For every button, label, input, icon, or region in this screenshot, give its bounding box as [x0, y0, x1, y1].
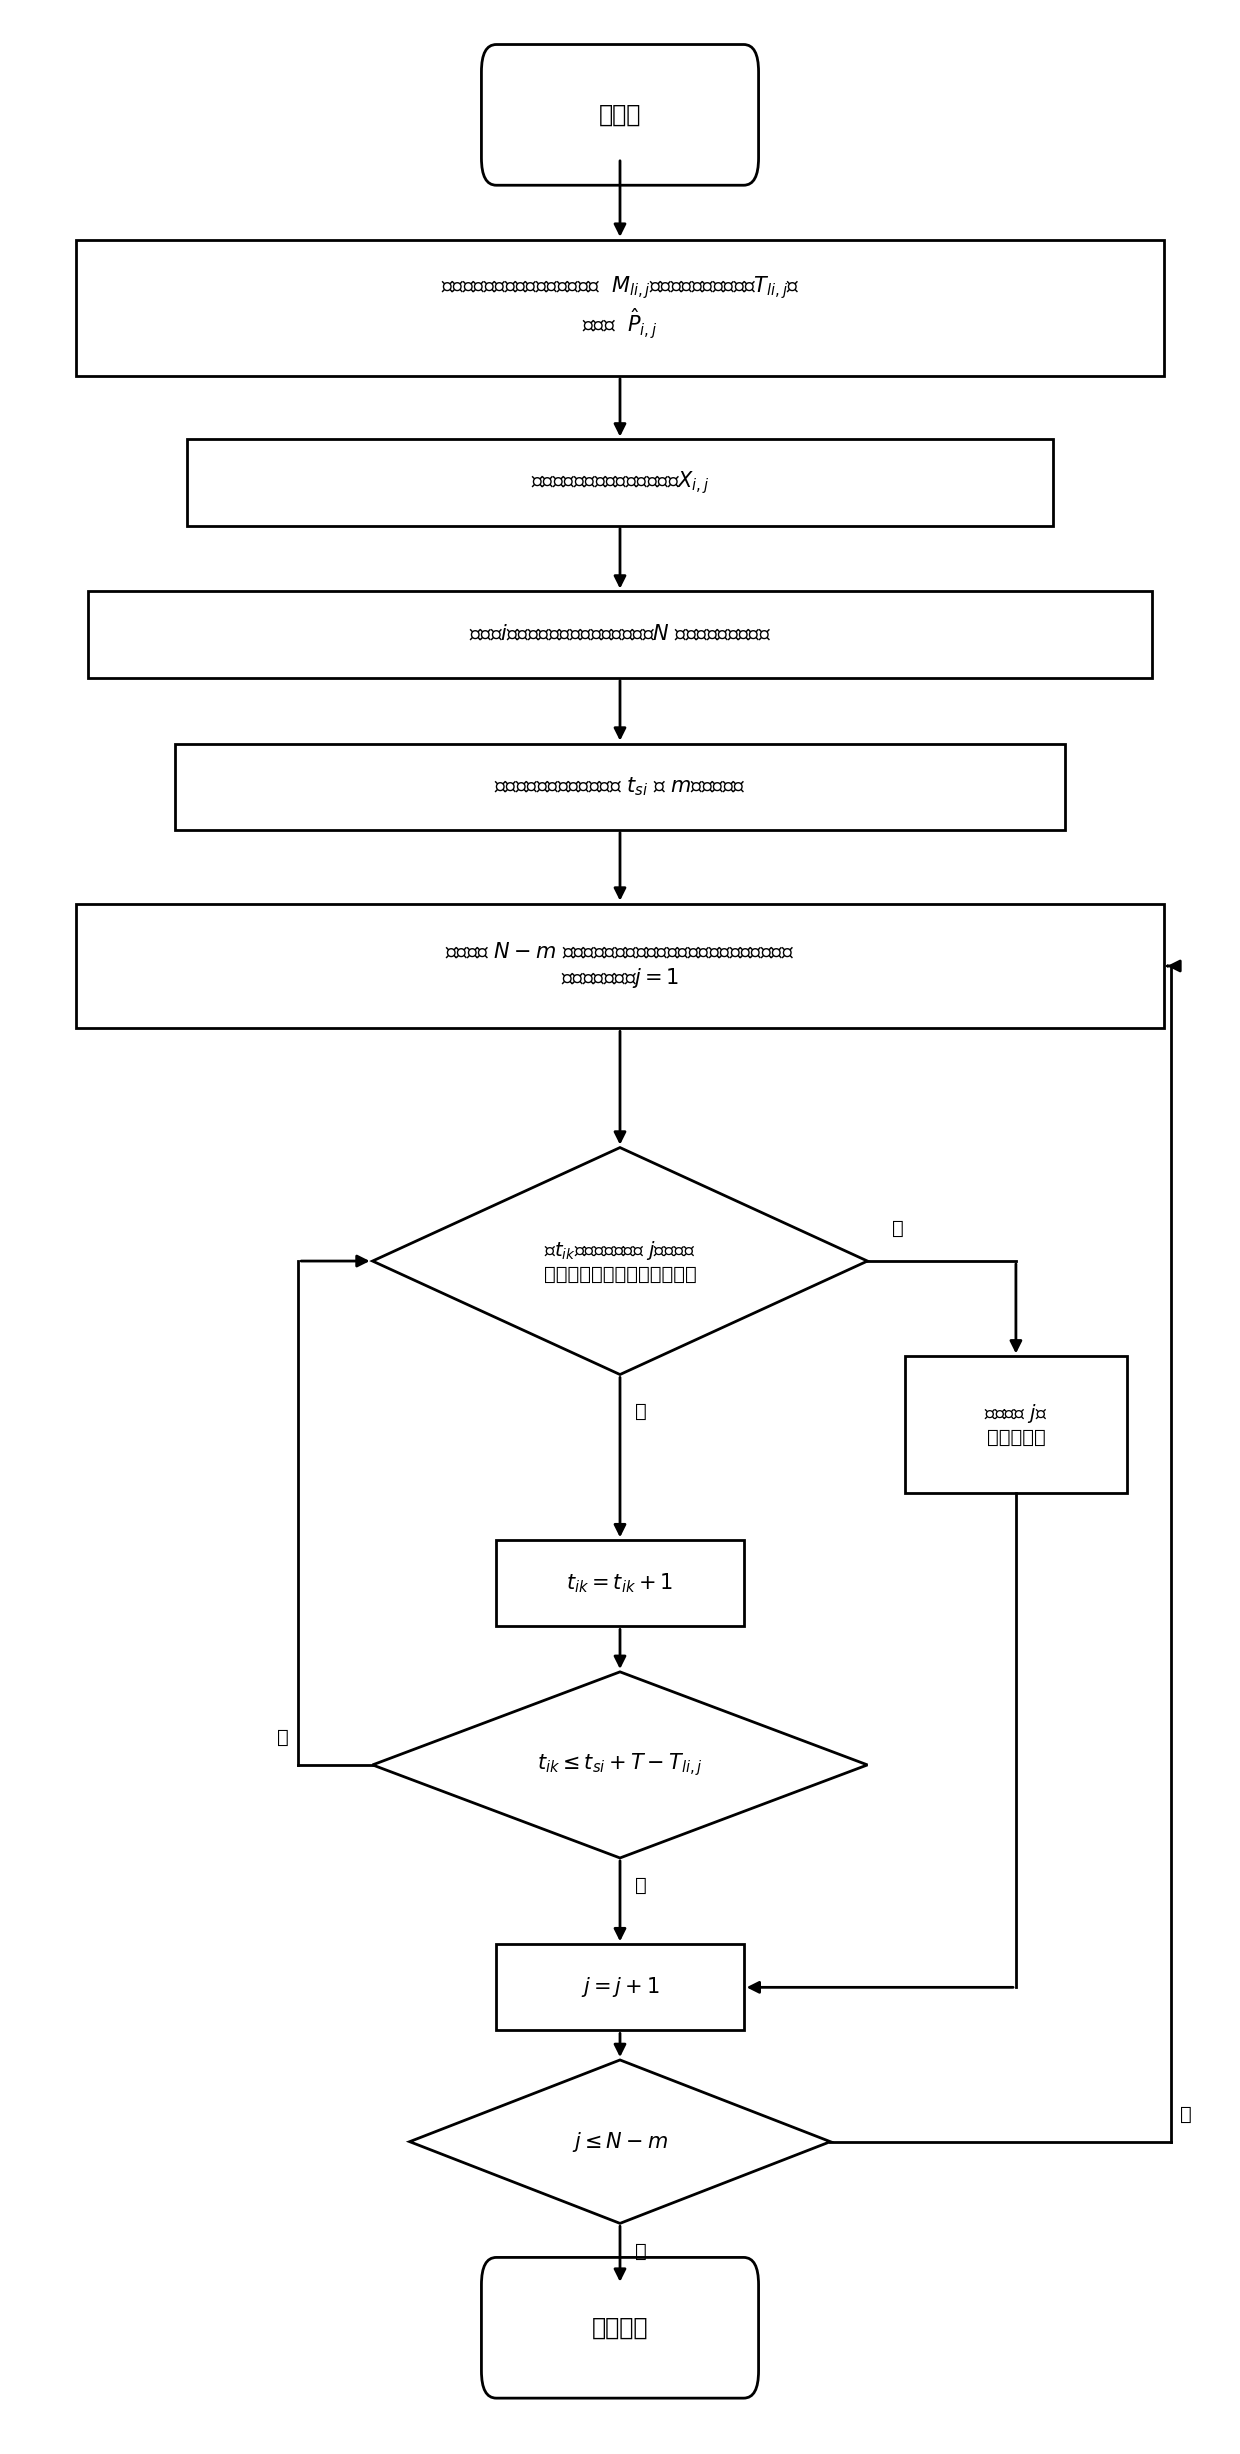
Bar — [88, 591, 1152, 677]
Bar — [187, 439, 1053, 525]
Text: $j=j+1$: $j=j+1$ — [580, 1975, 660, 2000]
Text: 否: 否 — [635, 1401, 646, 1421]
Polygon shape — [409, 2059, 831, 2223]
Bar — [76, 240, 1164, 375]
Text: 根据约束条件确定雷达选取矩阵$X_{i,j}$: 根据约束条件确定雷达选取矩阵$X_{i,j}$ — [531, 469, 709, 496]
Text: 调度结束: 调度结束 — [591, 2317, 649, 2339]
Text: 假设第$i$部雷达在一个调度时间间隔内有$N$ 个目标任务申请调度: 假设第$i$部雷达在一个调度时间间隔内有$N$ 个目标任务申请调度 — [469, 626, 771, 645]
Bar — [496, 1541, 744, 1627]
Text: $t_{ik}\leq t_{si}+T-T_{li,j}$: $t_{ik}\leq t_{si}+T-T_{li,j}$ — [537, 1752, 703, 1779]
Bar — [175, 744, 1065, 829]
Bar — [76, 903, 1164, 1028]
Text: 将任务中调度起始时刻小于 $t_{si}$ 的 $m$个任务舍弃: 将任务中调度起始时刻小于 $t_{si}$ 的 $m$个任务舍弃 — [495, 775, 745, 798]
Text: 将剩余的 $N-m$ 个任务按优先级高低顺序进行排列并加入申请列表
中，令初始任务$j=1$: 将剩余的 $N-m$ 个任务按优先级高低顺序进行排列并加入申请列表 中，令初始任… — [445, 942, 795, 989]
Bar — [904, 1357, 1127, 1492]
Text: 在$t_{ik}$时刻调度执行第 $j$个任务是
否满足时间和资源的约束条件: 在$t_{ik}$时刻调度执行第 $j$个任务是 否满足时间和资源的约束条件 — [543, 1239, 697, 1283]
Text: 是: 是 — [277, 1728, 289, 1747]
FancyBboxPatch shape — [481, 2258, 759, 2398]
Text: $j\leq N-m$: $j\leq N-m$ — [572, 2130, 668, 2155]
Polygon shape — [372, 1671, 868, 1858]
Bar — [496, 1944, 744, 2029]
Polygon shape — [372, 1148, 868, 1374]
Text: 初始化: 初始化 — [599, 103, 641, 128]
Text: 是: 是 — [1180, 2106, 1192, 2123]
Text: $t_{ik}=t_{ik}+1$: $t_{ik}=t_{ik}+1$ — [567, 1571, 673, 1595]
Text: 是: 是 — [893, 1220, 904, 1239]
Text: 完成对第 $j$个
任务的调度: 完成对第 $j$个 任务的调度 — [985, 1401, 1048, 1448]
FancyBboxPatch shape — [481, 44, 759, 184]
Text: 否: 否 — [635, 2241, 646, 2260]
Text: 否: 否 — [635, 1877, 646, 1894]
Text: 确定雷达对目标的方位向观测维度  $M_{li,j}$、方位向相干积累时间$T_{li,j}$、
优先级  $\hat{P}_{i,j}$: 确定雷达对目标的方位向观测维度 $M_{li,j}$、方位向相干积累时间$T_{… — [440, 275, 800, 341]
